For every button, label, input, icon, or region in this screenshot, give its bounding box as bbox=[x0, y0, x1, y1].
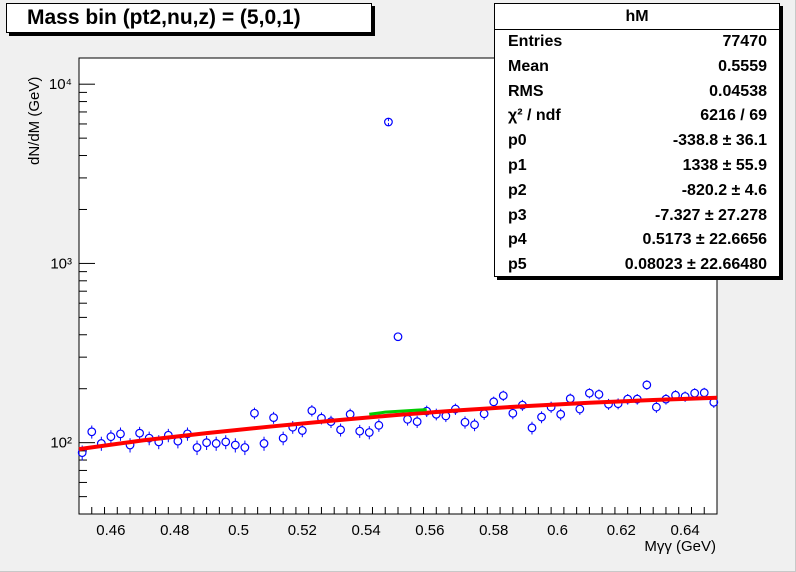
signal-curve bbox=[369, 408, 427, 416]
stats-label: p3 bbox=[508, 206, 527, 224]
y-tick-label: 10³ bbox=[50, 255, 72, 272]
data-point bbox=[594, 389, 604, 399]
x-tick-label: 0.52 bbox=[288, 522, 317, 539]
stats-label: Entries bbox=[508, 33, 563, 50]
stats-label: p0 bbox=[508, 132, 527, 150]
y-tick-label: 10⁴ bbox=[49, 76, 72, 93]
data-point bbox=[116, 429, 125, 439]
stats-label: Mean bbox=[508, 57, 549, 75]
stats-row: Mean 0.5559 bbox=[495, 55, 779, 80]
data-point bbox=[384, 117, 393, 127]
plot-title: Mass bin (pt2,nu,z) = (5,0,1) bbox=[6, 3, 372, 33]
data-point bbox=[278, 433, 288, 443]
data-point bbox=[307, 406, 317, 415]
data-point bbox=[106, 432, 116, 442]
stats-row: p4 0.5173 ± 22.6656 bbox=[495, 228, 779, 253]
stats-row: p2 -820.2 ± 4.6 bbox=[495, 179, 779, 204]
x-tick-label: 0.62 bbox=[607, 522, 636, 539]
data-point bbox=[240, 443, 250, 452]
data-point bbox=[269, 413, 278, 423]
data-point bbox=[470, 420, 479, 430]
stats-row: p1 1338 ± 55.9 bbox=[495, 154, 779, 179]
stats-row: RMS 0.04538 bbox=[495, 80, 779, 105]
y-tick-labels: 10² 10³ 10⁴ bbox=[49, 76, 72, 451]
stats-label: χ² / ndf bbox=[508, 107, 561, 125]
stats-value: 1338 ± 55.9 bbox=[682, 156, 767, 174]
x-tick-label: 0.46 bbox=[96, 522, 125, 539]
stats-value: 6216 / 69 bbox=[700, 107, 767, 125]
data-point bbox=[508, 408, 518, 418]
x-tick-label: 0.56 bbox=[415, 522, 444, 539]
x-tick-label: 0.6 bbox=[547, 522, 568, 539]
stats-box: hM Entries 77470 Mean 0.5559 RMS 0.04538 χ² / … bbox=[494, 3, 780, 277]
data-point bbox=[537, 412, 546, 422]
stats-value: 0.04538 bbox=[709, 82, 767, 100]
data-point bbox=[221, 437, 231, 447]
data-point bbox=[498, 391, 508, 401]
data-point bbox=[135, 428, 145, 438]
x-tick-label: 0.64 bbox=[670, 522, 699, 539]
stats-label: p5 bbox=[508, 256, 527, 274]
stats-value: 0.08023 ± 22.66480 bbox=[624, 256, 767, 274]
data-point bbox=[87, 427, 97, 437]
stats-label: p2 bbox=[508, 181, 527, 199]
x-tick-label: 0.54 bbox=[351, 522, 380, 539]
stats-rows: Entries 77470 Mean 0.5559 RMS 0.04538 χ² / ndf… bbox=[495, 30, 779, 278]
data-point bbox=[460, 417, 470, 427]
fit-curve bbox=[78, 395, 718, 452]
stats-row: Entries 77470 bbox=[495, 30, 779, 55]
data-point bbox=[297, 426, 307, 435]
x-tick-labels: 0.46 0.48 0.5 0.52 0.54 0.56 0.58 0.6 0.62 0.64 bbox=[96, 522, 699, 539]
data-point bbox=[250, 408, 259, 418]
data-point bbox=[259, 439, 269, 448]
data-point bbox=[585, 388, 594, 398]
stats-value: -338.8 ± 36.1 bbox=[672, 132, 767, 150]
stats-name: hM bbox=[495, 4, 779, 30]
axis-ticks bbox=[78, 83, 718, 515]
stats-row: p3 -7.327 ± 27.278 bbox=[495, 204, 779, 229]
data-point bbox=[202, 438, 212, 448]
stats-row: p0 -338.8 ± 36.1 bbox=[495, 129, 779, 154]
stats-value: 77470 bbox=[722, 33, 768, 50]
data-point bbox=[412, 417, 422, 427]
x-tick-label: 0.5 bbox=[228, 522, 249, 539]
x-tick-label: 0.48 bbox=[160, 522, 189, 539]
x-axis-label: Mγγ (GeV) bbox=[644, 538, 716, 555]
stats-row: p5 0.08023 ± 22.66480 bbox=[495, 253, 779, 278]
data-point bbox=[192, 443, 202, 452]
data-point bbox=[374, 420, 384, 430]
x-tick-label: 0.58 bbox=[479, 522, 508, 539]
data-point bbox=[651, 402, 661, 412]
stats-row: χ² / ndf 6216 / 69 bbox=[495, 104, 779, 129]
y-axis-label: dN/dM (GeV) bbox=[26, 76, 43, 165]
stats-value: -7.327 ± 27.278 bbox=[655, 206, 767, 224]
data-point bbox=[355, 426, 365, 436]
data-point bbox=[211, 439, 221, 448]
stats-value: 0.5173 ± 22.6656 bbox=[642, 231, 767, 249]
data-point bbox=[336, 425, 345, 435]
stats-value: 0.5559 bbox=[718, 57, 767, 75]
data-point bbox=[575, 404, 585, 414]
stats-label: p4 bbox=[508, 231, 527, 249]
data-point bbox=[364, 428, 374, 437]
data-point bbox=[642, 380, 652, 390]
stats-label: p1 bbox=[508, 156, 527, 174]
data-point bbox=[230, 440, 240, 450]
y-tick-label: 10² bbox=[50, 435, 72, 452]
data-point bbox=[527, 423, 537, 433]
stats-label: RMS bbox=[508, 82, 544, 100]
stats-value: -820.2 ± 4.6 bbox=[681, 181, 767, 199]
data-point bbox=[489, 397, 499, 407]
data-point bbox=[556, 409, 566, 419]
data-point bbox=[393, 332, 403, 342]
